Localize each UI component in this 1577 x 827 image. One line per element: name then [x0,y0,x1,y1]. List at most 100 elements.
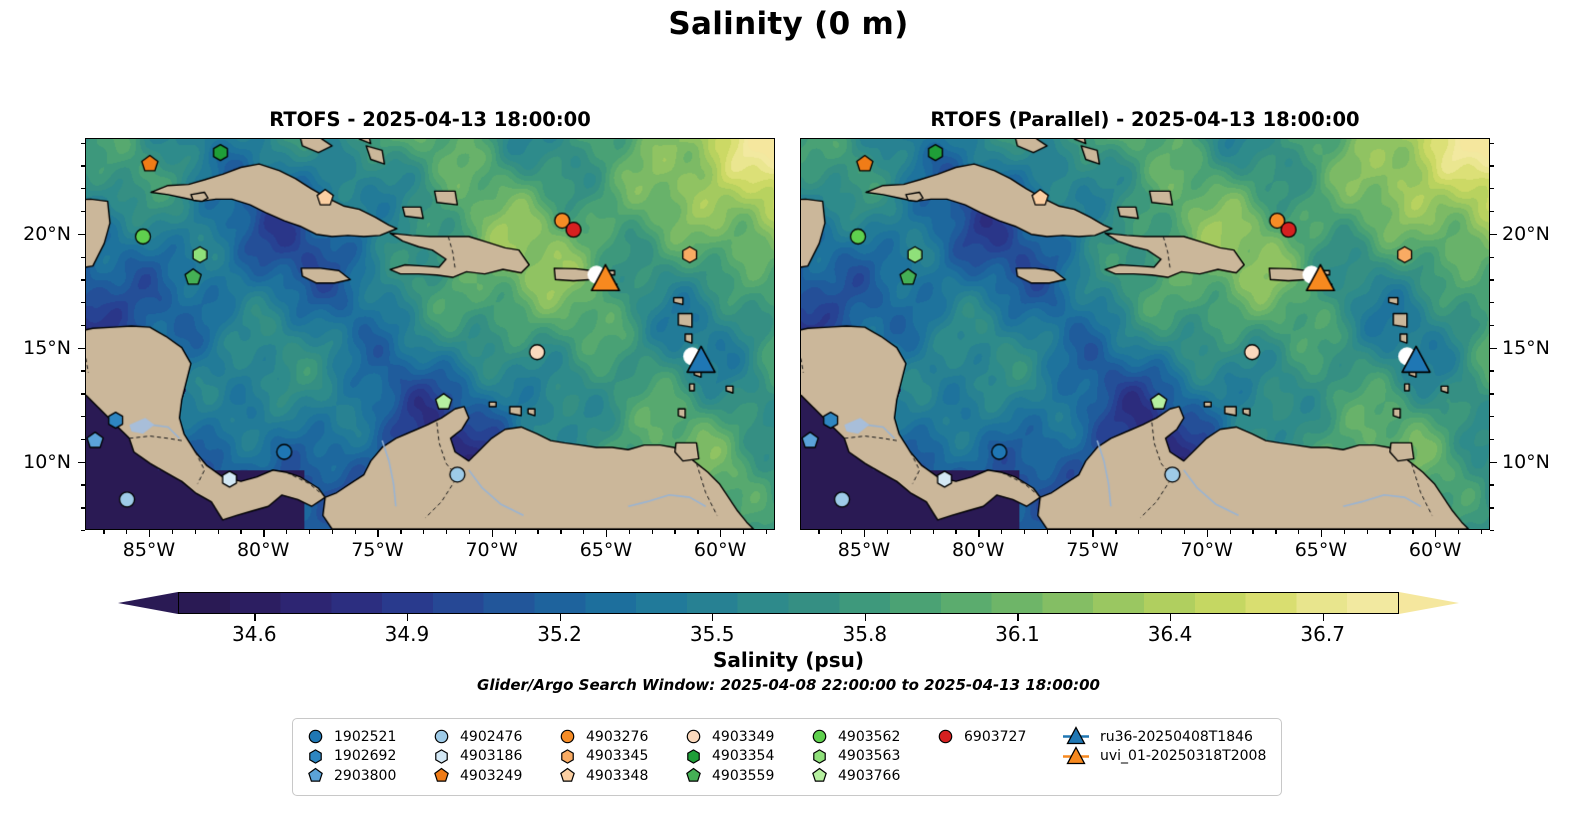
colorbar-tick-label: 35.2 [537,622,582,646]
x-tick [1252,530,1254,534]
legend-item-float[interactable]: 2903800 [303,766,429,786]
x-tick [1366,530,1368,534]
legend-item-float[interactable]: 1902521 [303,727,429,747]
legend-empty-cell [933,747,1059,767]
x-tick [1275,530,1277,534]
legend-item-glider[interactable]: uvi_01-20250318T2008 [1059,745,1295,767]
legend-label: 4903249 [460,767,523,784]
legend-empty-cell [933,766,1059,786]
legend-item-float[interactable]: 1902692 [303,747,429,767]
legend-item-float[interactable]: 4903345 [555,747,681,767]
legend-box[interactable]: 1902521 4902476 4903276 4903349 4903562 69037… [292,718,1282,796]
y-tick-label: 10°N [1502,450,1550,473]
salinity-map-rtofs [86,139,774,529]
legend-item-glider[interactable]: ru36-20250408T1846 [1059,726,1295,747]
x-tick [1458,530,1460,534]
hexagon-marker-icon [681,747,705,766]
x-tick [886,530,889,534]
x-tick-label: 70°W [465,539,518,561]
x-tick [818,530,820,534]
x-tick-label: 80°W [951,539,1005,561]
legend-item-float[interactable]: 4903348 [555,766,681,786]
colorbar-tick [1170,614,1172,621]
y-tick [81,302,85,304]
x-tick [697,530,699,534]
colorbar-tick-label: 34.9 [384,622,430,646]
y-tick [1490,302,1494,304]
legend-item-float[interactable]: 4903249 [429,766,555,786]
y-tick [78,233,85,236]
x-tick [1435,530,1437,537]
colorbar-tick-label: 36.4 [1147,622,1193,646]
circle-marker-icon [807,727,831,746]
legend-item-float[interactable]: 4902476 [429,727,555,747]
x-tick [126,530,128,534]
x-tick [148,530,151,537]
x-tick [1183,530,1186,534]
x-tick-label: 75°W [351,539,404,561]
x-tick [1001,530,1003,534]
colorbar-tick [864,614,867,621]
pentagon-marker-icon [807,766,831,785]
colorbar[interactable] [118,592,1459,614]
hexagon-marker-icon [429,747,453,766]
y-tick [81,279,85,281]
x-tick [1206,530,1208,537]
legend-item-float[interactable]: 4903559 [681,766,807,786]
legend-label: 4903559 [712,767,775,784]
figure-title: Salinity (0 m) [668,6,909,42]
map-panel-rtofs[interactable] [85,138,775,530]
colorbar-tick [1017,614,1019,621]
legend-label: 6903727 [964,728,1027,745]
legend-item-float[interactable]: 4903563 [807,747,933,767]
y-tick [1490,484,1494,486]
legend-label: 2903800 [334,767,397,784]
x-tick [400,530,402,534]
x-tick [978,530,980,537]
x-tick [765,530,768,534]
x-tick [1229,530,1231,534]
x-tick [1412,530,1414,534]
x-tick [468,530,471,534]
y-tick-label: 15°N [1502,336,1550,359]
y-tick-label: 10°N [23,450,71,473]
x-tick [217,530,219,534]
map-panel-rtofs-parallel[interactable] [800,138,1490,530]
x-tick-label: 85°W [122,539,176,561]
x-tick-label: 70°W [1180,539,1233,561]
x-tick-label: 60°W [693,539,747,561]
x-tick [560,530,562,534]
legend-item-float[interactable]: 4903766 [807,766,933,786]
legend-item-float[interactable]: 6903727 [933,727,1059,747]
legend-item-float[interactable]: 4903562 [807,727,933,747]
y-tick-label: 20°N [1502,222,1550,245]
legend-item-float[interactable]: 4903276 [555,727,681,747]
x-tick [1069,530,1071,534]
x-tick [628,530,631,534]
y-tick [81,210,85,213]
panel-title-rtofs: RTOFS - 2025-04-13 18:00:00 [269,108,591,131]
colorbar-tick [1322,614,1324,621]
x-tick-label: 80°W [236,539,290,561]
colorbar-tick-label: 35.5 [689,622,735,646]
legend-item-float[interactable]: 4903186 [429,747,555,767]
hexagon-marker-icon [807,747,831,766]
y-tick [81,416,85,418]
y-tick [81,142,85,144]
x-tick-label: 85°W [837,539,891,561]
y-tick [1490,324,1494,327]
y-tick [1490,347,1497,349]
x-tick [841,530,843,534]
x-tick [1343,530,1346,534]
circle-marker-icon [303,727,327,746]
y-tick [81,324,85,327]
legend-item-float[interactable]: 4903349 [681,727,807,747]
legend-item-float[interactable]: 4903354 [681,747,807,767]
colorbar-tick [406,614,409,621]
circle-marker-icon [681,727,705,746]
panel-title-rtofs-parallel: RTOFS (Parallel) - 2025-04-13 18:00:00 [930,108,1360,131]
y-tick [78,461,85,463]
x-tick [537,530,539,534]
y-tick [1490,165,1494,167]
y-tick-label: 20°N [23,222,71,245]
